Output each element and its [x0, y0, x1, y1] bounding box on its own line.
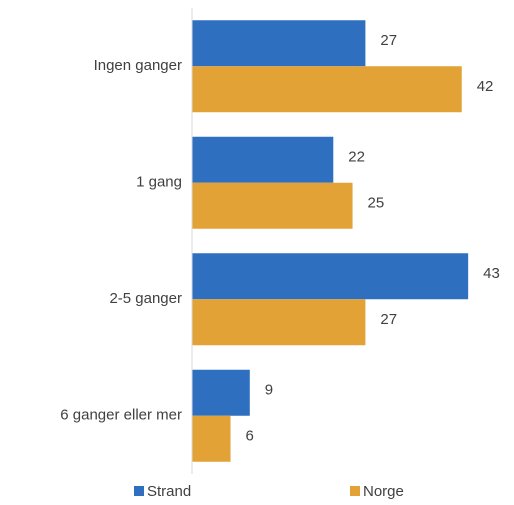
legend-swatch — [134, 486, 144, 496]
bar — [192, 299, 366, 346]
bar — [192, 66, 462, 113]
value-label: 43 — [483, 265, 500, 282]
bar — [192, 253, 469, 300]
value-label: 27 — [380, 311, 397, 328]
bar — [192, 20, 366, 67]
y-tick-label: 2-5 ganger — [109, 290, 182, 307]
bar — [192, 182, 353, 229]
bar — [192, 136, 334, 183]
value-label: 22 — [348, 149, 365, 166]
bar — [192, 415, 231, 462]
legend-label: Norge — [363, 483, 404, 500]
y-tick-label: 1 gang — [136, 174, 182, 191]
legend-swatch — [350, 486, 360, 496]
value-label: 25 — [368, 195, 385, 212]
legend-label: Strand — [147, 483, 191, 500]
value-label: 6 — [246, 428, 254, 445]
value-label: 42 — [477, 78, 494, 95]
bar — [192, 369, 250, 416]
value-label: 9 — [265, 382, 273, 399]
y-tick-label: Ingen ganger — [94, 57, 182, 74]
value-label: 27 — [380, 32, 397, 49]
y-tick-label: 6 ganger eller mer — [60, 407, 182, 424]
